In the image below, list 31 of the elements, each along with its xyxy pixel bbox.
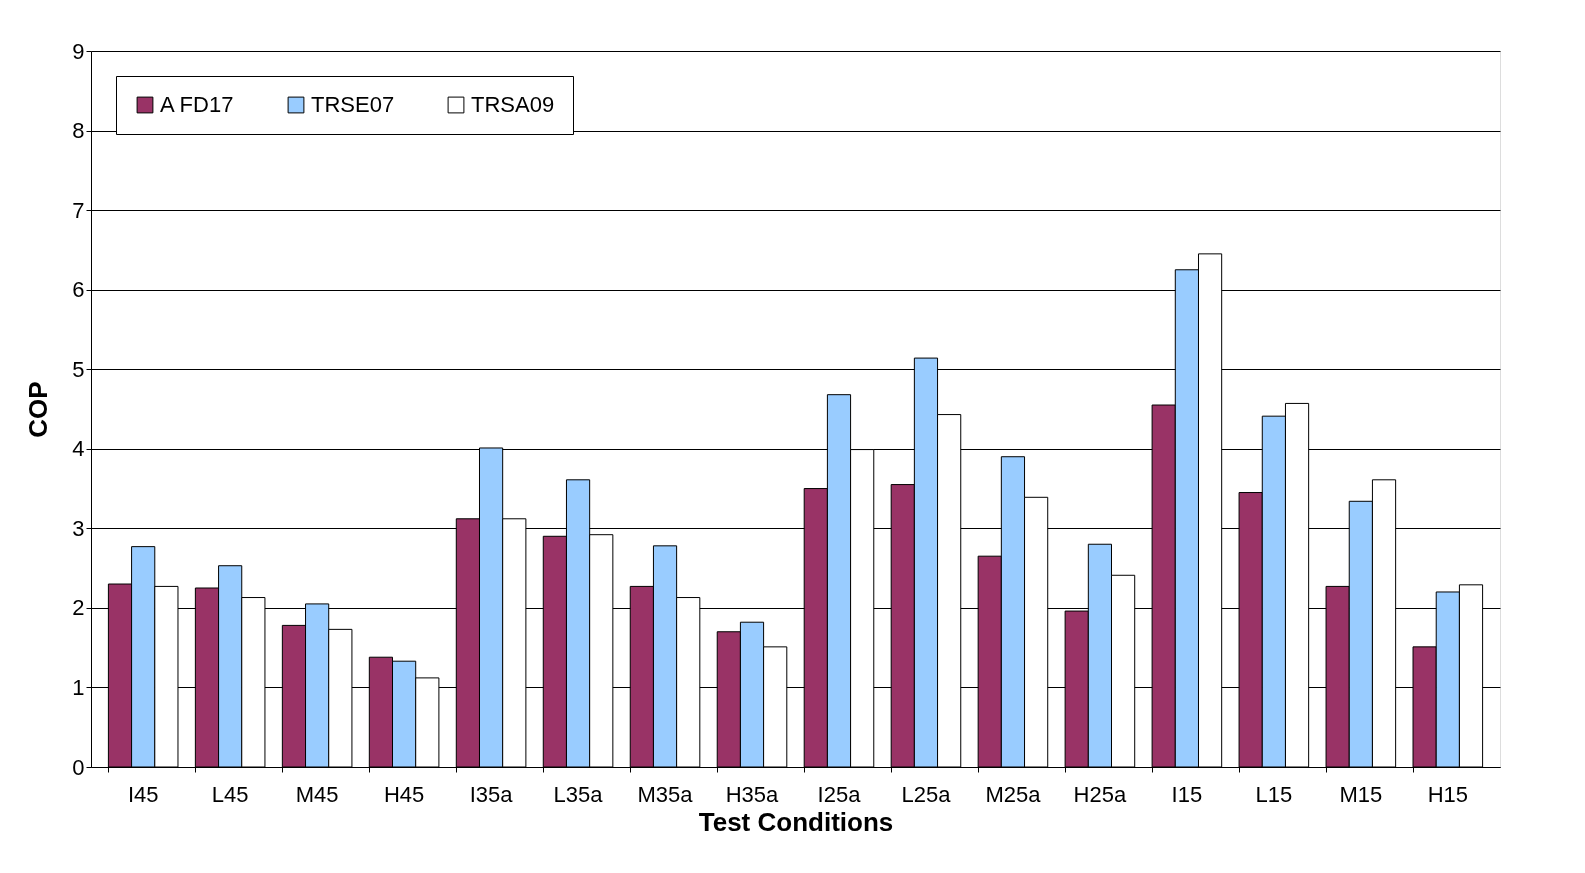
y-tick-label: 5 [72,356,85,382]
x-tick-label: I25a [817,781,862,807]
x-tick-label: L15 [1255,781,1293,807]
y-tick-label: 8 [72,118,85,144]
x-tick-label: L45 [211,781,249,807]
x-tick-label: H25a [1073,781,1127,807]
y-axis-title: COP [23,381,54,438]
y-tick-label: 9 [72,38,85,64]
y-tick-label: 0 [72,754,85,780]
y-tick-label: 2 [72,595,85,621]
x-tick-label: I45 [127,781,159,807]
y-tick-label: 7 [72,197,85,223]
y-tick-label: 1 [72,674,85,700]
legend-label: A FD17 [160,92,234,117]
x-tick-label: M45 [295,781,339,807]
x-tick-label: M35a [637,781,694,807]
x-tick-label: H35a [725,781,780,807]
x-tick-label: L25a [901,781,952,807]
x-tick-label: L35a [553,781,604,807]
x-tick-label: M15 [1339,781,1383,807]
y-tick-label: 6 [72,277,85,303]
legend-label: TRSA09 [471,92,555,117]
legend-label: TRSE07 [311,92,395,117]
x-axis-title: Test Conditions [698,806,894,837]
x-tick-label: H15 [1427,781,1468,807]
x-tick-label: I35a [469,781,514,807]
y-tick-label: 3 [72,515,85,541]
y-tick-label: 4 [72,436,85,462]
x-tick-label: H45 [383,781,425,807]
x-tick-label: M25a [985,781,1042,807]
x-tick-label: I15 [1171,781,1203,807]
